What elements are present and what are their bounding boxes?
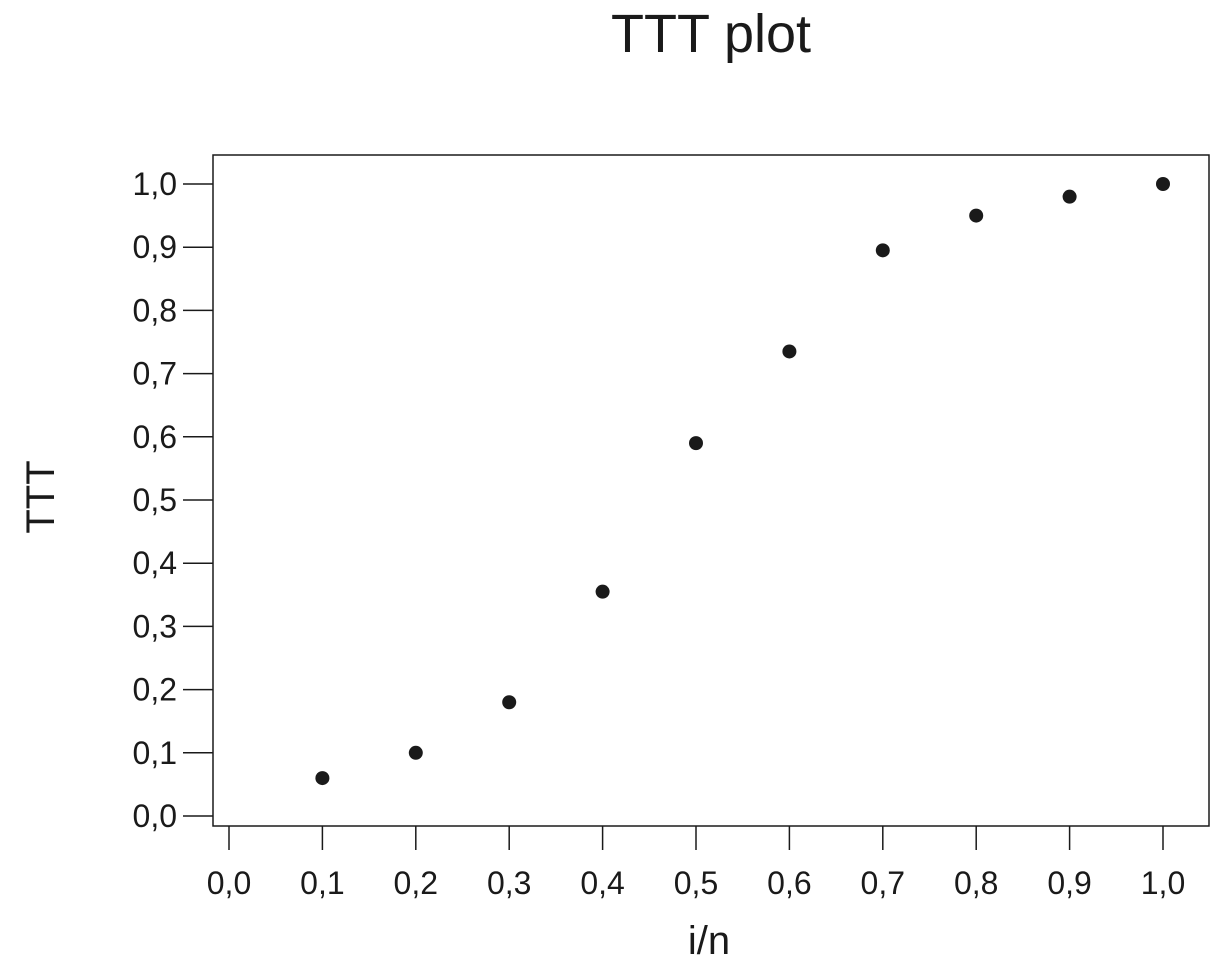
plot-frame [212,154,1210,827]
data-point [315,771,330,786]
y-tick-label: 0,4 [133,545,177,581]
y-tick-label: 0,0 [133,798,177,834]
x-tick-label: 0,6 [767,865,811,901]
y-tick-label: 0,6 [133,419,177,455]
y-tick-label: 0,3 [133,608,177,644]
x-tick-label: 1,0 [1141,865,1185,901]
y-tick-label: 0,9 [133,229,177,265]
y-tick-label: 0,7 [133,356,177,392]
x-tick-label: 0,2 [394,865,438,901]
x-tick-label: 0,4 [580,865,624,901]
x-tick-label: 0,1 [300,865,344,901]
data-point [408,745,423,760]
data-point [969,208,984,223]
x-tick-label: 0,0 [207,865,251,901]
y-tick-label: 0,5 [133,482,177,518]
x-axis: 0,0 0,1 0,2 0,3 0,4 0,5 0,6 0,7 0,8 0,9 1,0 [207,826,1185,901]
data-point [595,584,610,599]
x-tick-label: 0,3 [487,865,531,901]
data-point [875,243,890,258]
x-tick-label: 0,7 [861,865,905,901]
y-axis-label: TTT [19,460,63,533]
x-tick-label: 0,8 [954,865,998,901]
data-point [782,344,797,359]
y-axis: 0,0 0,1 0,2 0,3 0,4 0,5 0,6 0,7 0,8 0,9 1,0 [133,166,213,834]
y-tick-label: 0,2 [133,672,177,708]
data-point [502,695,517,710]
x-tick-label: 0,5 [674,865,718,901]
x-tick-label: 0,9 [1047,865,1091,901]
y-tick-label: 0,1 [133,735,177,771]
data-points [315,177,1170,786]
y-tick-label: 0,8 [133,292,177,328]
chart-title: TTT plot [611,4,811,64]
y-tick-label: 1,0 [133,166,177,202]
data-point [1062,189,1077,204]
data-point [689,436,703,451]
data-point [1156,177,1170,191]
x-axis-label: i/n [688,919,730,963]
